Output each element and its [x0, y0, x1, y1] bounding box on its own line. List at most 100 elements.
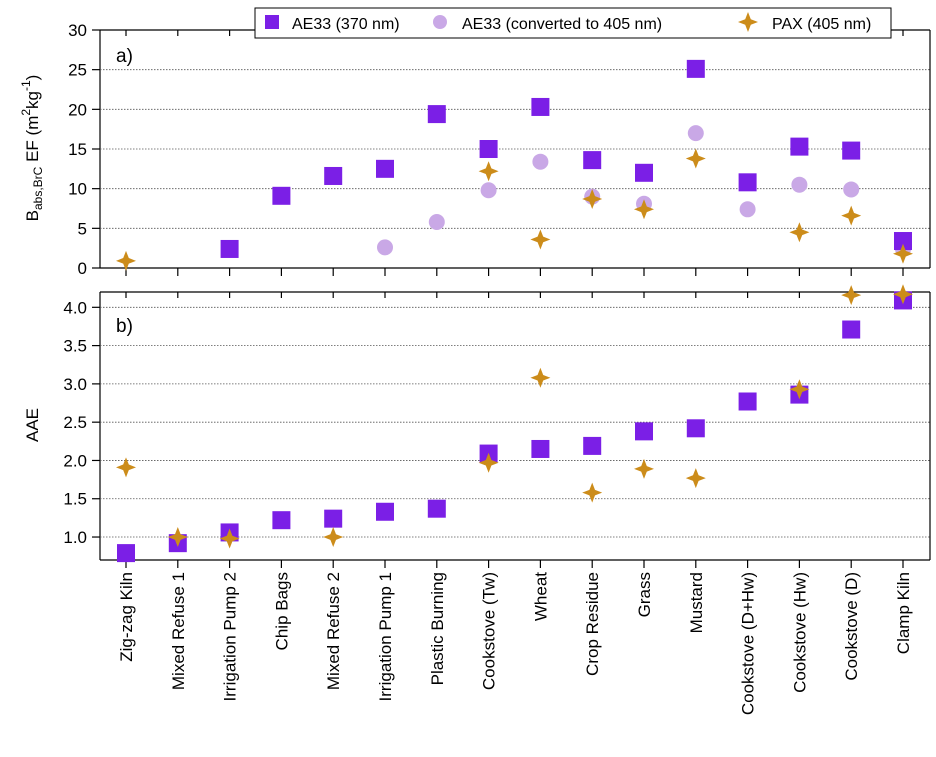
- panel-b-ytick-label: 2.5: [63, 413, 87, 432]
- category-label: Chip Bags: [272, 572, 291, 650]
- ae33-370-point: [583, 151, 602, 170]
- category-label: Crop Residue: [583, 572, 602, 676]
- pax-405-point: [116, 457, 136, 478]
- legend: AE33 (370 nm) AE33 (converted to 405 nm)…: [254, 7, 892, 39]
- pax-405-point: [582, 188, 603, 209]
- category-label: Mixed Refuse 1: [169, 572, 188, 690]
- pax-405-point: [893, 284, 913, 305]
- pax-405-point: [789, 379, 810, 400]
- ae33-370-point: [790, 137, 809, 156]
- pax-405-point: [478, 161, 499, 182]
- pax-405-point: [582, 482, 603, 503]
- ae33-370-point: [738, 173, 757, 192]
- panel-b-gridlines: [100, 306, 930, 538]
- pax-405-point: [841, 285, 862, 306]
- panel-a-ylabel-rest: EF (m: [23, 116, 42, 167]
- pax-405-point: [530, 229, 551, 250]
- ae33-405-converted-point: [377, 239, 393, 256]
- legend-label-pax: PAX (405 nm): [772, 16, 871, 33]
- ae33-370-point: [272, 511, 291, 530]
- panel-a-ytick-label: 0: [78, 259, 87, 278]
- category-label: Grass: [635, 572, 654, 617]
- ae33-370-point: [842, 320, 861, 339]
- legend-label-ae33: AE33 (370 nm): [292, 16, 400, 33]
- ae33-405-converted-point: [687, 125, 704, 142]
- category-label: Mixed Refuse 2: [324, 572, 343, 690]
- pax-405-point: [634, 458, 654, 479]
- pax-405-point: [685, 148, 706, 169]
- ae33-370-point: [324, 166, 343, 185]
- category-label: Cookstove (D): [842, 572, 861, 681]
- panel-a-ytick-label: 25: [68, 61, 87, 80]
- ae33-405-converted-point: [480, 182, 497, 199]
- panel-b-ticks: 1.0 1.5 2.0 2.5 3.0 3.5 4.0: [63, 292, 904, 568]
- ae33-370-point: [738, 392, 757, 411]
- panel-b-marks: [116, 284, 913, 563]
- ae33-370-point: [376, 502, 394, 521]
- panel-a-ytick-label: 30: [68, 21, 87, 40]
- ae33-405-converted-point: [532, 153, 549, 170]
- ae33-405-converted-point: [739, 201, 756, 218]
- ae33-405-converted-point: [428, 213, 445, 230]
- ae33-370-point: [376, 159, 394, 178]
- panel-a-ylabel-sup2: -1: [19, 80, 33, 91]
- category-label: Irrigation Pump 1: [376, 572, 395, 701]
- panel-b-ytick-label: 2.0: [63, 451, 87, 470]
- ae33-370-point: [479, 140, 498, 158]
- pax-405-point: [841, 205, 862, 226]
- panel-b-ytick-label: 4.0: [63, 298, 87, 317]
- category-label: Mustard: [687, 572, 706, 633]
- pax-405-point: [634, 199, 654, 220]
- ae33-370-point: [635, 422, 653, 441]
- legend-box: [254, 7, 892, 39]
- panel-a-ytick-label: 5: [78, 219, 87, 238]
- panel-a-ytick-label: 20: [68, 100, 87, 119]
- pax-405-point: [893, 243, 913, 264]
- ae33-370-point: [686, 419, 705, 438]
- panel-b-ytick-label: 1.0: [63, 528, 87, 547]
- legend-marker-ae33: [265, 15, 279, 29]
- category-label: Wheat: [531, 572, 550, 621]
- panel-a-ylabel-close: ): [23, 75, 42, 81]
- panel-a-marks: [116, 59, 913, 271]
- ae33-370-point: [894, 232, 912, 251]
- pax-405-point: [116, 250, 136, 271]
- panel-b-ytick-label: 3.5: [63, 337, 87, 356]
- panel-b-ytick-label: 3.0: [63, 375, 87, 394]
- panel-a-ylabel-main: B: [23, 210, 42, 221]
- panel-a-ylabel: Babs,BrC EF (m2kg-1): [19, 75, 45, 222]
- category-label: Cookstove (D+Hw): [739, 572, 758, 715]
- panel-a-gridlines: [100, 69, 930, 229]
- category-label: Plastic Burning: [428, 572, 447, 685]
- pax-405-point: [478, 452, 499, 473]
- ae33-370-point: [220, 239, 239, 258]
- pax-405-point: [530, 367, 551, 388]
- legend-label-ae33-converted: AE33 (converted to 405 nm): [462, 16, 662, 33]
- ae33-370-point: [324, 509, 343, 528]
- category-labels: Zig-zag Kiln Mixed Refuse 1 Irrigation Pum…: [117, 572, 913, 715]
- ae33-370-point: [635, 163, 653, 182]
- ae33-370-point: [427, 105, 446, 124]
- ae33-370-point: [531, 97, 550, 116]
- panel-a-ticks: 0 5 10 15 20 25 30: [68, 21, 904, 278]
- ae33-405-converted-point: [791, 176, 808, 193]
- category-label: Cookstove (Hw): [790, 572, 809, 693]
- ae33-370-point: [686, 59, 705, 78]
- pax-405-point: [219, 528, 240, 549]
- panel-a-ytick-label: 10: [68, 180, 87, 199]
- panel-b: b) AAE: [23, 291, 931, 561]
- pax-405-point: [323, 527, 344, 548]
- panel-b-ylabel: AAE: [23, 408, 42, 442]
- pax-405-point: [685, 468, 706, 489]
- ae33-370-point: [272, 186, 291, 205]
- ae33-370-point: [583, 436, 602, 455]
- ae33-370-point: [117, 544, 135, 563]
- panel-a-ytick-label: 15: [68, 140, 87, 159]
- ae33-370-point: [842, 141, 861, 160]
- panel-a-ylabel-sub: abs,BrC: [31, 166, 45, 210]
- category-label: Zig-zag Kiln: [117, 572, 136, 662]
- category-label: Cookstove (Tw): [480, 572, 499, 690]
- panel-a-ylabel-unit: kg: [23, 91, 42, 109]
- ae33-370-point: [531, 439, 550, 458]
